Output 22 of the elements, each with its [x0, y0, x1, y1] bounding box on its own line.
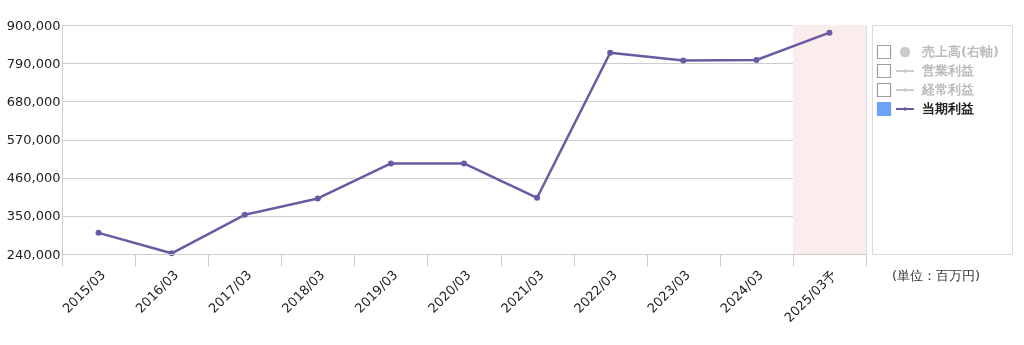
y-tick-label: 240,000	[6, 246, 61, 262]
legend-label: 経常利益	[921, 82, 974, 97]
y-tick-label: 570,000	[6, 132, 61, 147]
point	[95, 229, 102, 236]
y-tick-label: 900,000	[6, 17, 61, 33]
point	[680, 57, 687, 64]
legend-label: 営業利益	[922, 63, 974, 78]
y-tick-label: 460,000	[6, 170, 61, 186]
point	[314, 195, 321, 202]
point	[753, 57, 760, 64]
text: (単位：百万円)	[892, 268, 981, 283]
point	[826, 29, 833, 36]
point	[534, 194, 541, 201]
legend-label: 売上高(右軸)	[922, 44, 999, 59]
point	[387, 160, 394, 167]
point	[607, 49, 614, 56]
point	[241, 211, 248, 218]
y-tick-label: 790,000	[6, 55, 61, 71]
point	[461, 160, 467, 167]
y-tick-label: 680,000	[6, 93, 61, 109]
legend-label: 当期利益	[922, 101, 974, 116]
y-tick-label: 350,000	[6, 208, 61, 224]
